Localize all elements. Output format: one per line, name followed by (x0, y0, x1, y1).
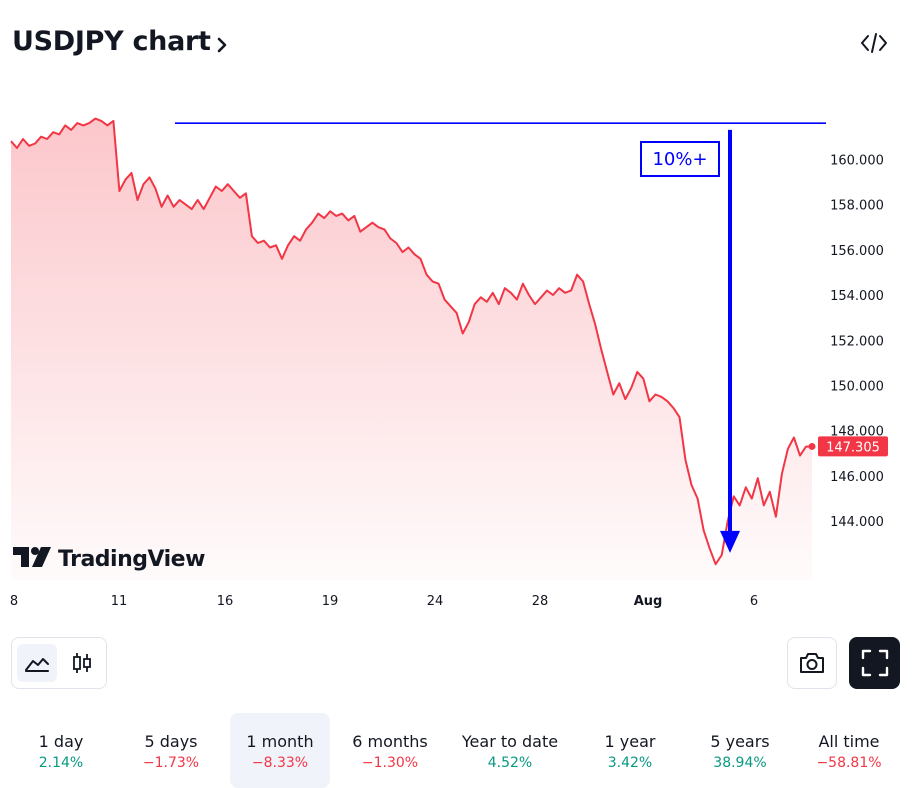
x-tick-label: 19 (322, 594, 339, 609)
code-embed-icon (861, 33, 887, 53)
x-tick-label: 24 (427, 594, 444, 609)
range-change: −8.33% (251, 755, 309, 771)
range-year-to-date-button[interactable]: Year to date 4.52% (460, 713, 560, 788)
fullscreen-button[interactable] (849, 637, 900, 689)
range-1-month-button[interactable]: 1 month −8.33% (230, 713, 330, 788)
last-price-badge: 147.305 (818, 436, 888, 457)
range-change: 4.52% (487, 755, 533, 771)
annotation-arrow-head (720, 530, 740, 553)
range-label: 1 month (246, 732, 314, 751)
time-axis: 8 11 16 19 24 28 Aug 6 (10, 594, 758, 609)
camera-icon (800, 653, 824, 673)
y-tick-label: 154.000 (830, 289, 884, 304)
tradingview-logo: TradingView (13, 547, 206, 572)
chart-title-link[interactable]: USDJPY chart (12, 26, 228, 57)
fullscreen-icon (861, 649, 888, 677)
x-tick-label: 28 (532, 594, 549, 609)
x-tick-label: 16 (217, 594, 234, 609)
y-tick-label: 146.000 (830, 470, 884, 485)
price-area-fill (11, 118, 812, 580)
range-5-days-button[interactable]: 5 days −1.73% (121, 713, 221, 788)
y-tick-label: 152.000 (830, 334, 884, 349)
chevron-right-icon (217, 37, 226, 52)
candlestick-chart-icon (73, 653, 91, 673)
price-chart[interactable]: 160.000 158.000 156.000 154.000 152.000 150.0… (0, 96, 912, 616)
y-tick-label: 158.000 (830, 199, 884, 214)
y-tick-label: 150.000 (830, 380, 884, 395)
range-selector: 1 day 2.14% 5 days −1.73% 1 month −8.33% 6 mon… (0, 713, 912, 788)
range-label: 6 months (352, 732, 428, 751)
range-change: −58.81% (816, 755, 882, 771)
x-tick-label: Aug (634, 594, 663, 609)
range-5-years-button[interactable]: 5 years 38.94% (690, 713, 790, 788)
area-chart-icon (25, 658, 49, 672)
snapshot-button[interactable] (787, 637, 837, 689)
range-1-day-button[interactable]: 1 day 2.14% (11, 713, 111, 788)
range-6-months-button[interactable]: 6 months −1.30% (340, 713, 440, 788)
area-chart-button[interactable] (17, 644, 57, 682)
range-label: 1 day (38, 732, 84, 751)
range-change: −1.30% (361, 755, 419, 771)
range-all-time-button[interactable]: All time −58.81% (799, 713, 899, 788)
x-tick-label: 6 (750, 594, 758, 609)
x-tick-label: 11 (111, 594, 128, 609)
range-change: 3.42% (607, 755, 653, 771)
range-change: 38.94% (713, 755, 767, 771)
y-tick-label: 148.000 (830, 425, 884, 440)
range-label: Year to date (461, 732, 559, 751)
tradingview-logo-icon (13, 547, 51, 567)
watermark-text: TradingView (58, 547, 205, 572)
chart-title: USDJPY chart (12, 26, 211, 57)
price-line (10, 117, 813, 566)
annotation-label: 10%+ (652, 149, 707, 170)
y-tick-label: 160.000 (830, 153, 884, 168)
candlestick-chart-button[interactable] (62, 644, 102, 682)
chart-type-toolbar (11, 637, 107, 689)
last-price-dot (808, 442, 816, 450)
range-label: 5 days (144, 732, 198, 751)
y-tick-label: 144.000 (830, 515, 884, 530)
range-change: −1.73% (142, 755, 200, 771)
embed-code-button[interactable] (856, 28, 892, 58)
range-label: 1 year (604, 732, 656, 751)
range-label: All time (818, 732, 880, 751)
annotation-label-box[interactable]: 10%+ (640, 141, 720, 177)
x-tick-label: 8 (10, 594, 18, 609)
range-1-year-button[interactable]: 1 year 3.42% (580, 713, 680, 788)
range-change: 2.14% (38, 755, 84, 771)
last-price-label: 147.305 (826, 440, 880, 455)
price-axis: 160.000 158.000 156.000 154.000 152.000 150.0… (830, 153, 884, 530)
range-label: 5 years (710, 732, 770, 751)
y-tick-label: 156.000 (830, 244, 884, 259)
